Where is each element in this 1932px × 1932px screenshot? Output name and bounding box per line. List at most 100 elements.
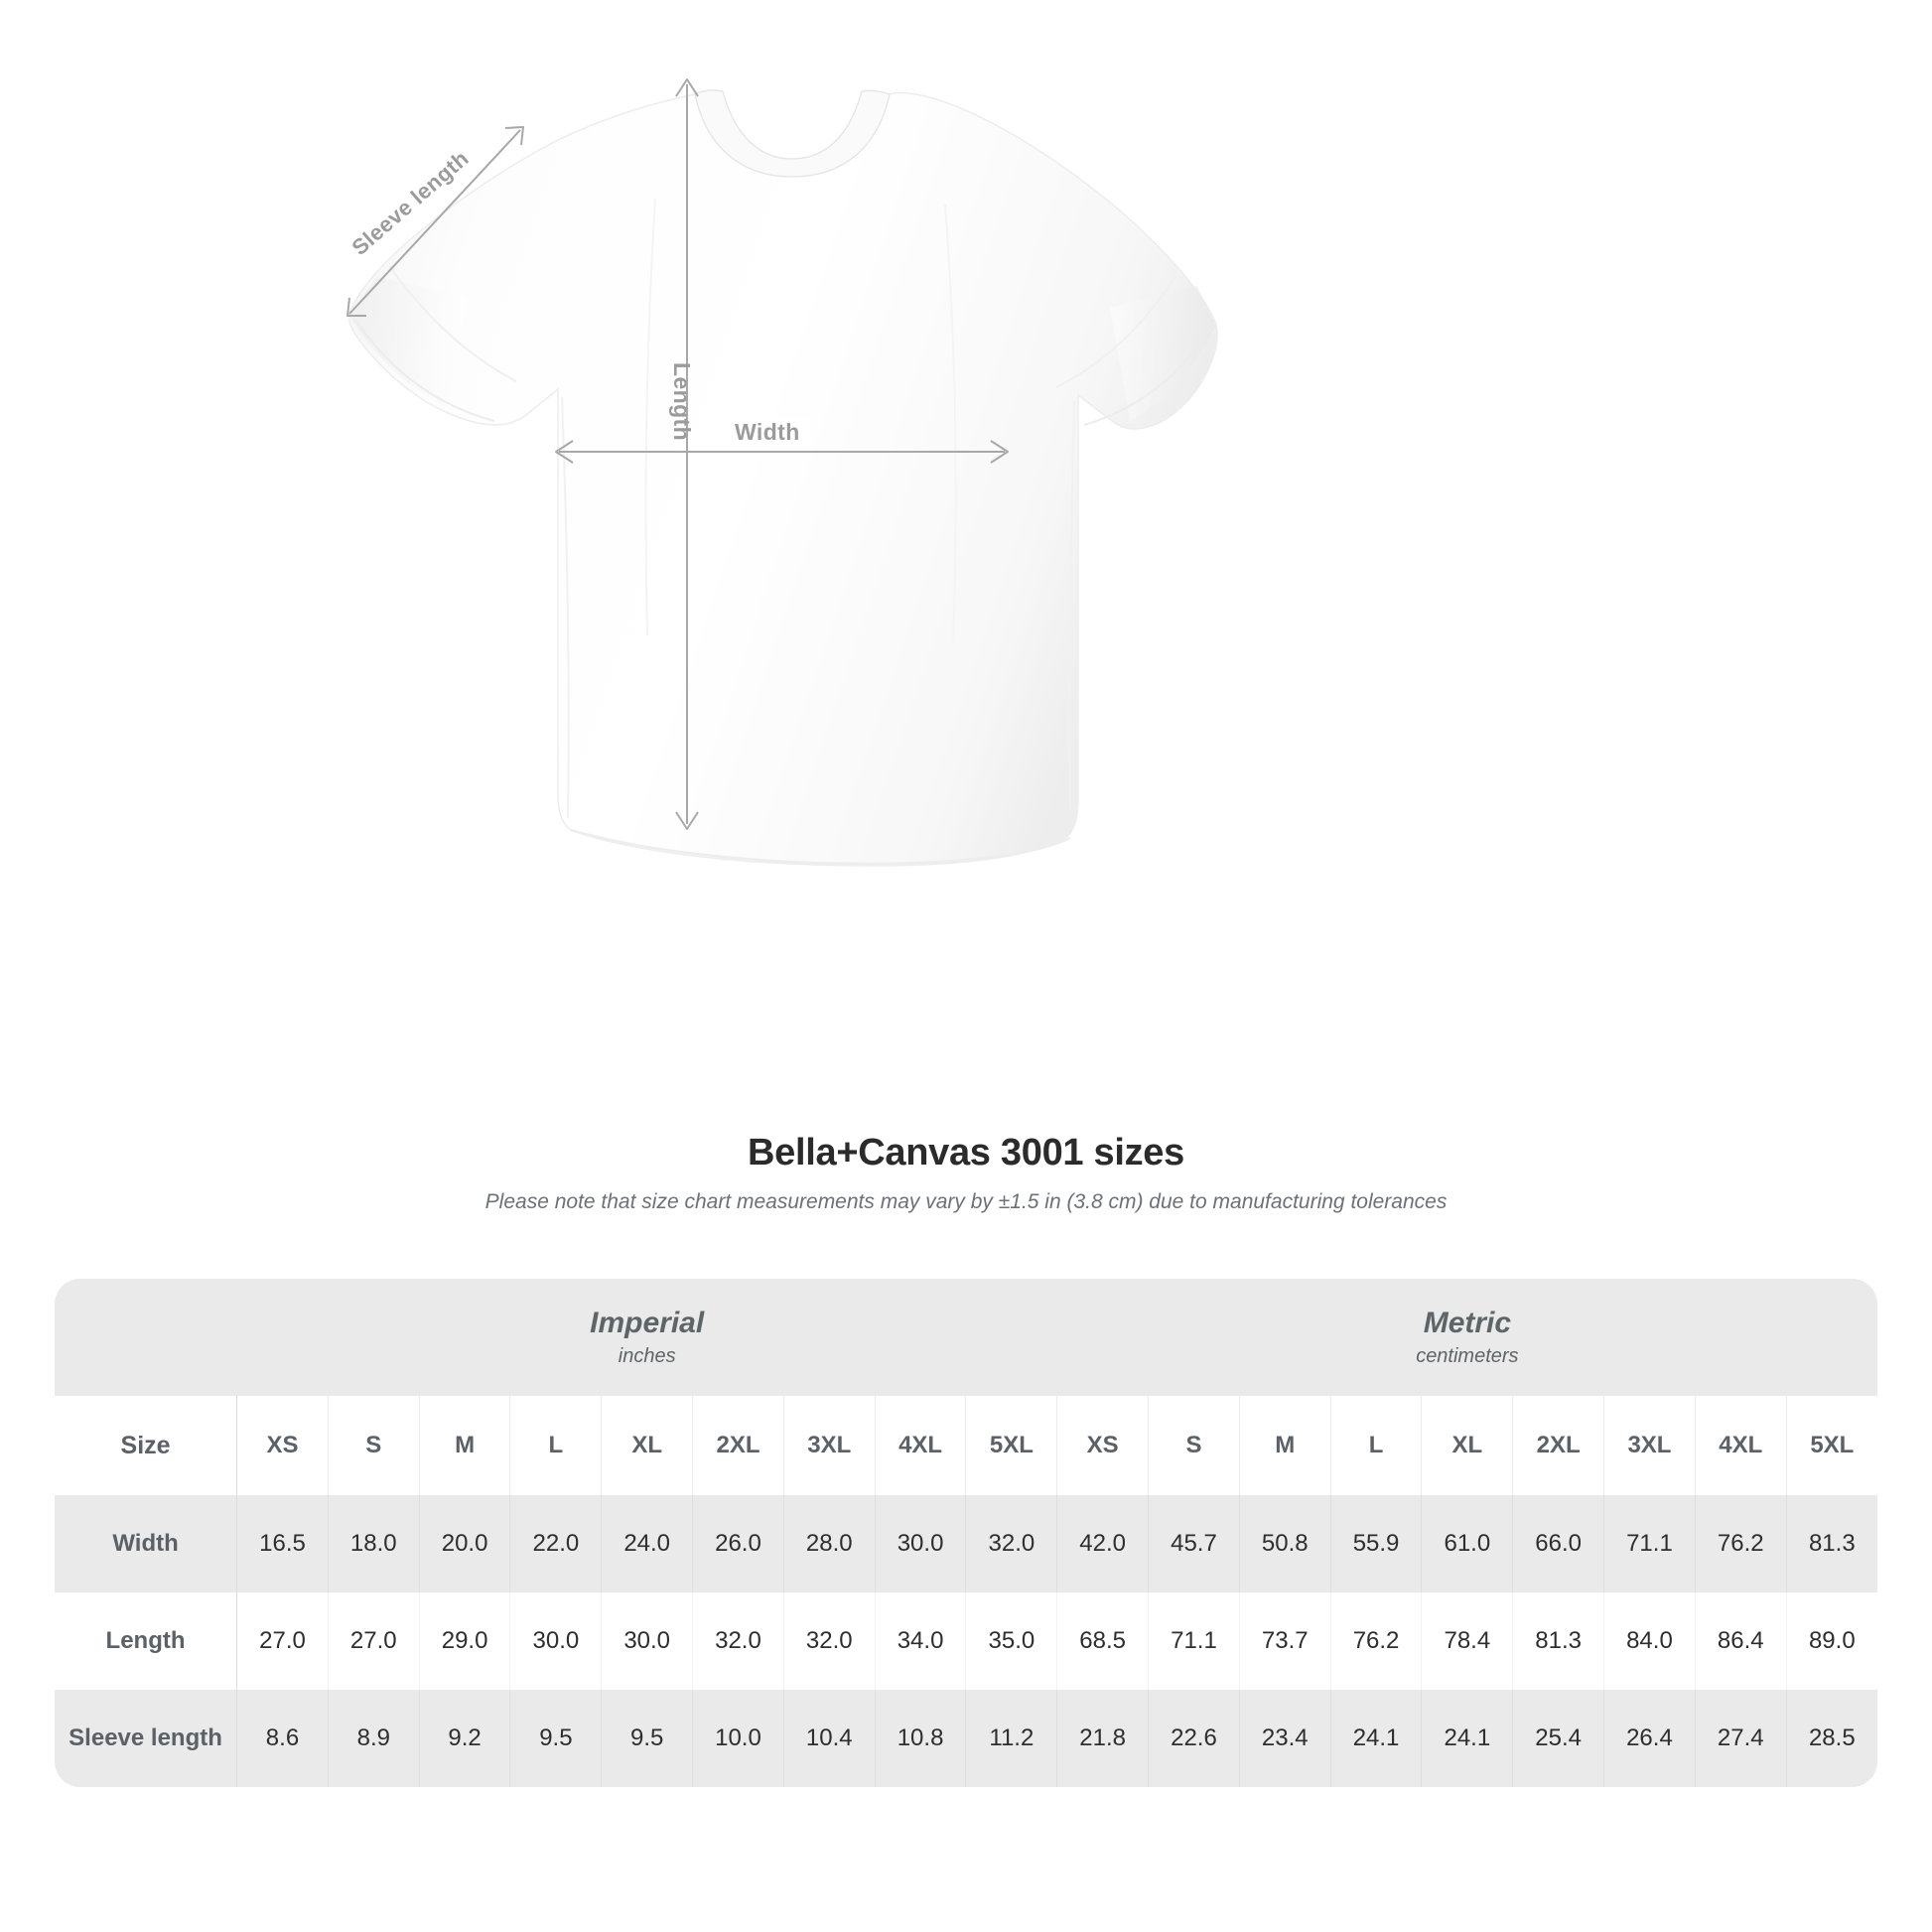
cell-width-metric-xs: 42.0 — [1056, 1495, 1150, 1592]
size-header-metric-2xl: 2XL — [1512, 1396, 1605, 1495]
row-label-length: Length — [55, 1592, 238, 1690]
cell-width-imperial-5xl: 32.0 — [965, 1495, 1058, 1592]
table-row: Width 16.5 18.0 20.0 22.0 24.0 26.0 28.0 30.0 32.… — [55, 1495, 1877, 1592]
size-header-metric-xl: XL — [1421, 1396, 1514, 1495]
unit-header-imperial: Imperial inches — [236, 1279, 1057, 1396]
width-dimension-label: Width — [725, 417, 810, 448]
cell-length-metric-xs: 68.5 — [1056, 1592, 1150, 1690]
unit-header-spacer — [55, 1279, 237, 1396]
size-header-imperial-5xl: 5XL — [965, 1396, 1058, 1495]
cell-sleeve-length-metric-m: 23.4 — [1239, 1690, 1331, 1787]
cell-sleeve-length-imperial-s: 8.9 — [328, 1690, 420, 1787]
width-arrow — [555, 440, 1009, 464]
size-header-label: Size — [55, 1396, 238, 1495]
tolerance-note: Please note that size chart measurements… — [484, 1190, 1448, 1213]
metric-label: Metric — [1423, 1307, 1512, 1340]
cell-width-metric-s: 45.7 — [1148, 1495, 1240, 1592]
cell-length-imperial-2xl: 32.0 — [692, 1592, 784, 1690]
size-header-row: Size XS S M L XL 2XL 3XL 4XL 5XL XS S M L XL 2XL 3XL 4XL 5… — [55, 1396, 1877, 1495]
cell-sleeve-length-metric-xs: 21.8 — [1056, 1690, 1150, 1787]
tshirt-svg — [346, 78, 1218, 867]
length-arrow — [675, 78, 699, 830]
size-header-metric-5xl: 5XL — [1786, 1396, 1877, 1495]
cell-sleeve-length-imperial-xs: 8.6 — [236, 1690, 329, 1787]
sleeve-length-arrow — [346, 126, 524, 317]
cell-length-imperial-m: 29.0 — [419, 1592, 511, 1690]
cell-width-metric-xl: 61.0 — [1421, 1495, 1514, 1592]
cell-width-imperial-l: 22.0 — [509, 1495, 603, 1592]
cell-width-metric-4xl: 76.2 — [1695, 1495, 1787, 1592]
size-header-imperial-xl: XL — [601, 1396, 694, 1495]
cell-width-imperial-s: 18.0 — [328, 1495, 420, 1592]
cell-length-imperial-l: 30.0 — [509, 1592, 603, 1690]
cell-length-metric-m: 73.7 — [1239, 1592, 1331, 1690]
row-label-sleeve-length: Sleeve length — [55, 1690, 238, 1787]
size-header-imperial-3xl: 3XL — [783, 1396, 876, 1495]
cell-sleeve-length-imperial-xl: 9.5 — [601, 1690, 694, 1787]
cell-length-imperial-5xl: 35.0 — [965, 1592, 1058, 1690]
size-header-metric-4xl: 4XL — [1695, 1396, 1787, 1495]
cell-sleeve-length-imperial-4xl: 10.8 — [875, 1690, 967, 1787]
cell-sleeve-length-metric-2xl: 25.4 — [1512, 1690, 1605, 1787]
size-header-metric-3xl: 3XL — [1603, 1396, 1696, 1495]
cell-sleeve-length-metric-5xl: 28.5 — [1786, 1690, 1877, 1787]
size-header-imperial-2xl: 2XL — [692, 1396, 784, 1495]
size-header-metric-s: S — [1148, 1396, 1240, 1495]
cell-sleeve-length-metric-l: 24.1 — [1330, 1690, 1423, 1787]
cell-length-imperial-4xl: 34.0 — [875, 1592, 967, 1690]
size-header-metric-m: M — [1239, 1396, 1331, 1495]
cell-length-metric-s: 71.1 — [1148, 1592, 1240, 1690]
size-chart-table-wrapper: Imperial inches Metric centimeters Size XS S M L… — [55, 1279, 1877, 1787]
size-chart-table: Imperial inches Metric centimeters Size XS S M L… — [55, 1279, 1877, 1787]
cell-sleeve-length-metric-4xl: 27.4 — [1695, 1690, 1787, 1787]
cell-length-imperial-3xl: 32.0 — [783, 1592, 876, 1690]
table-row: Length 27.0 27.0 29.0 30.0 30.0 32.0 32.0 34.0 35… — [55, 1592, 1877, 1690]
cell-width-imperial-4xl: 30.0 — [875, 1495, 967, 1592]
cell-width-imperial-m: 20.0 — [419, 1495, 511, 1592]
cell-length-imperial-s: 27.0 — [328, 1592, 420, 1690]
imperial-sublabel: inches — [618, 1344, 676, 1367]
cell-width-imperial-xs: 16.5 — [236, 1495, 329, 1592]
cell-length-imperial-xs: 27.0 — [236, 1592, 329, 1690]
cell-length-metric-4xl: 86.4 — [1695, 1592, 1787, 1690]
size-header-imperial-s: S — [328, 1396, 420, 1495]
cell-sleeve-length-metric-3xl: 26.4 — [1603, 1690, 1696, 1787]
cell-sleeve-length-metric-s: 22.6 — [1148, 1690, 1240, 1787]
size-header-imperial-l: L — [509, 1396, 603, 1495]
cell-width-imperial-3xl: 28.0 — [783, 1495, 876, 1592]
cell-sleeve-length-imperial-m: 9.2 — [419, 1690, 511, 1787]
cell-width-metric-5xl: 81.3 — [1786, 1495, 1877, 1592]
cell-sleeve-length-imperial-2xl: 10.0 — [692, 1690, 784, 1787]
table-row: Sleeve length 8.6 8.9 9.2 9.5 9.5 10.0 10.4 10.8… — [55, 1690, 1877, 1787]
cell-width-imperial-xl: 24.0 — [601, 1495, 694, 1592]
cell-width-metric-l: 55.9 — [1330, 1495, 1423, 1592]
cell-sleeve-length-imperial-5xl: 11.2 — [965, 1690, 1058, 1787]
cell-length-metric-l: 76.2 — [1330, 1592, 1423, 1690]
cell-length-metric-3xl: 84.0 — [1603, 1592, 1696, 1690]
size-header-imperial-4xl: 4XL — [875, 1396, 967, 1495]
tshirt-body-shape — [348, 89, 1218, 867]
page-title: Bella+Canvas 3001 sizes — [748, 1132, 1184, 1173]
cell-length-metric-5xl: 89.0 — [1786, 1592, 1877, 1690]
unit-header-row: Imperial inches Metric centimeters — [55, 1279, 1877, 1396]
size-header-imperial-m: M — [419, 1396, 511, 1495]
unit-header-metric: Metric centimeters — [1056, 1279, 1877, 1396]
cell-width-metric-2xl: 66.0 — [1512, 1495, 1605, 1592]
cell-width-metric-m: 50.8 — [1239, 1495, 1331, 1592]
row-label-width: Width — [55, 1495, 238, 1592]
cell-sleeve-length-imperial-l: 9.5 — [509, 1690, 603, 1787]
size-header-metric-l: L — [1330, 1396, 1423, 1495]
size-header-imperial-xs: XS — [236, 1396, 329, 1495]
size-header-metric-xs: XS — [1056, 1396, 1150, 1495]
cell-width-imperial-2xl: 26.0 — [692, 1495, 784, 1592]
cell-sleeve-length-metric-xl: 24.1 — [1421, 1690, 1514, 1787]
cell-length-metric-2xl: 81.3 — [1512, 1592, 1605, 1690]
cell-length-metric-xl: 78.4 — [1421, 1592, 1514, 1690]
tshirt-illustration: Sleeve length Length Width — [346, 78, 1218, 867]
cell-width-metric-3xl: 71.1 — [1603, 1495, 1696, 1592]
cell-length-imperial-xl: 30.0 — [601, 1592, 694, 1690]
title-block: Bella+Canvas 3001 sizes Please note that… — [0, 1132, 1932, 1214]
metric-sublabel: centimeters — [1416, 1344, 1519, 1367]
measurement-annotations — [346, 78, 1009, 830]
